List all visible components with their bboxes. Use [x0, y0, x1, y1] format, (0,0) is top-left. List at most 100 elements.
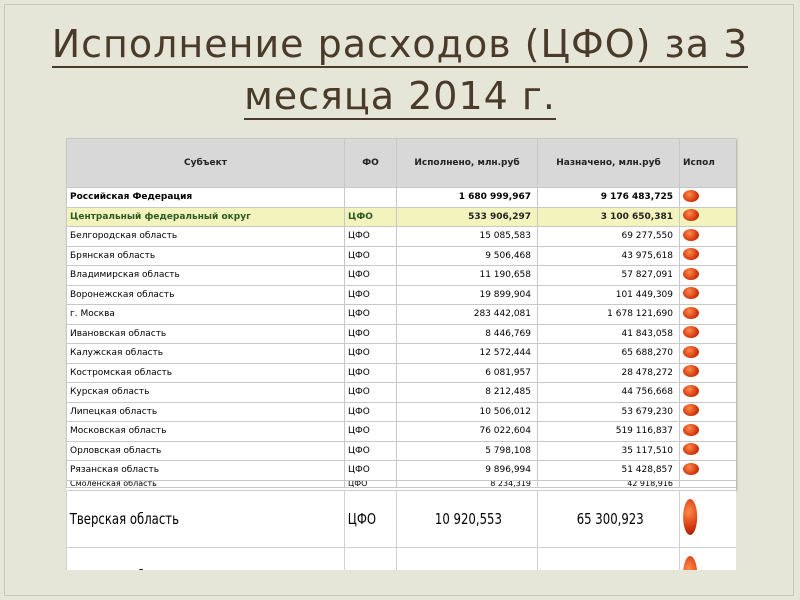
status-cell	[679, 245, 736, 266]
header-fo: ФО	[344, 138, 397, 188]
fo-cell: ЦФО	[344, 479, 397, 488]
subject-cell: Смоленская область	[66, 479, 345, 488]
fo-cell: ЦФО	[344, 265, 397, 286]
subject-cell: Липецкая область	[66, 401, 345, 422]
assigned-cell: 53 679,230	[537, 401, 680, 422]
assigned-cell: 9 176 483,725	[537, 187, 680, 208]
status-indicator-icon	[683, 228, 699, 241]
status-indicator-icon	[683, 267, 699, 280]
fo-cell: ЦФО	[344, 343, 397, 364]
status-cell	[679, 547, 725, 570]
assigned-cell: 101 449,309	[537, 284, 680, 305]
status-indicator-icon	[683, 209, 699, 222]
fo-cell: ЦФО	[344, 440, 397, 461]
status-cell	[679, 401, 736, 422]
status-cell	[679, 440, 736, 461]
status-indicator-icon	[683, 365, 699, 378]
assigned-cell: 28 478,272	[537, 362, 680, 383]
assigned-cell: 1 678 121,690	[537, 304, 680, 325]
status-indicator-icon	[683, 248, 699, 261]
status-cell	[679, 421, 736, 442]
header-executed: Исполнено, млн.руб	[396, 138, 538, 188]
table-row: Рязанская область ЦФО 9 896,994 51 428,857	[66, 460, 736, 481]
status-indicator-icon	[682, 556, 697, 570]
slide-frame	[4, 4, 794, 596]
status-indicator-icon	[683, 384, 699, 397]
status-cell	[679, 304, 736, 325]
subject-cell: Калужская область	[66, 343, 345, 364]
subject-cell: Брянская область	[66, 245, 345, 266]
executed-cell: 9 896,994	[396, 460, 538, 481]
table-row: Орловская область ЦФО 5 798,108 35 117,510	[66, 440, 736, 461]
fo-cell	[344, 187, 397, 208]
assigned-cell: 65 300,923	[537, 490, 649, 548]
status-cell	[679, 460, 736, 481]
status-cell	[679, 382, 736, 403]
executed-cell: 13 682,719	[396, 547, 507, 570]
subject-cell: Воронежская область	[66, 284, 345, 305]
executed-cell: 8 234,319	[396, 479, 538, 488]
status-indicator-icon	[683, 404, 699, 417]
executed-cell: 5 798,108	[396, 440, 538, 461]
executed-cell: 10 506,012	[396, 401, 538, 422]
title-line-1: Исполнение расходов (ЦФО) за 3	[51, 22, 749, 68]
header-subject: Субъект	[66, 138, 345, 188]
table-row: г. Москва ЦФО 283 442,081 1 678 121,690	[66, 304, 736, 325]
table-row: Курская область ЦФО 8 212,485 44 756,668	[66, 382, 736, 403]
table-body: Российская Федерация 1 680 999,967 9 176 4…	[66, 187, 736, 488]
status-indicator-icon	[682, 499, 697, 535]
status-indicator-icon	[683, 443, 699, 456]
header-status: Испол	[679, 138, 736, 188]
fo-cell: ЦФО	[344, 323, 397, 344]
subject-cell: Курская область	[66, 382, 345, 403]
table-row: Тверская область ЦФО 10 920,553 65 300,923	[66, 490, 737, 548]
executed-cell: 6 081,957	[396, 362, 538, 383]
status-cell	[679, 206, 736, 227]
assigned-cell: 65 688,270	[537, 343, 680, 364]
status-cell	[679, 265, 736, 286]
fo-cell: ЦФО	[344, 206, 397, 227]
assigned-cell: 80 975,958	[537, 547, 649, 570]
executed-cell: 12 572,444	[396, 343, 538, 364]
status-indicator-icon	[683, 462, 699, 475]
assigned-cell: 42 918,916	[537, 479, 680, 488]
slide-title: Исполнение расходов (ЦФО) за 3 месяца 20…	[0, 18, 800, 122]
subject-cell: Рязанская область	[66, 460, 345, 481]
fo-cell: ЦФО	[344, 382, 397, 403]
fo-cell: ЦФО	[344, 421, 397, 442]
executed-cell: 11 190,658	[396, 265, 538, 286]
subject-cell: Центральный федеральный округ	[66, 206, 345, 227]
table-row: Воронежская область ЦФО 19 899,904 101 449,…	[66, 284, 736, 305]
fo-cell: ЦФО	[344, 284, 397, 305]
table-row: Центральный федеральный округ ЦФО 533 906,…	[66, 206, 736, 227]
title-line-2: месяца 2014 г.	[244, 74, 556, 120]
table-row: Московская область ЦФО 76 022,604 519 116,8…	[66, 421, 736, 442]
executed-cell: 10 920,553	[396, 490, 507, 548]
table-row: Липецкая область ЦФО 10 506,012 53 679,230	[66, 401, 736, 422]
fo-cell: ЦФО	[344, 547, 386, 570]
executed-cell: 1 680 999,967	[396, 187, 538, 208]
assigned-cell: 57 827,091	[537, 265, 680, 286]
executed-cell: 76 022,604	[396, 421, 538, 442]
executed-cell: 15 085,583	[396, 226, 538, 247]
subject-cell: Российская Федерация	[66, 187, 345, 208]
subject-cell: Тверская область	[66, 490, 284, 548]
subject-cell: Ивановская область	[66, 323, 345, 344]
assigned-cell: 35 117,510	[537, 440, 680, 461]
header-assigned: Назначено, млн.руб	[537, 138, 680, 188]
assigned-cell: 41 843,058	[537, 323, 680, 344]
subject-cell: Московская область	[66, 421, 345, 442]
assigned-cell: 51 428,857	[537, 460, 680, 481]
fo-cell: ЦФО	[344, 490, 386, 548]
subject-cell: Костромская область	[66, 362, 345, 383]
executed-cell: 283 442,081	[396, 304, 538, 325]
fo-cell: ЦФО	[344, 401, 397, 422]
table-row: Смоленская область ЦФО 8 234,319 42 918,916	[66, 479, 736, 488]
executed-cell: 8 446,769	[396, 323, 538, 344]
executed-cell: 19 899,904	[396, 284, 538, 305]
subject-cell: Тульская область	[66, 547, 284, 570]
status-indicator-icon	[683, 423, 699, 436]
